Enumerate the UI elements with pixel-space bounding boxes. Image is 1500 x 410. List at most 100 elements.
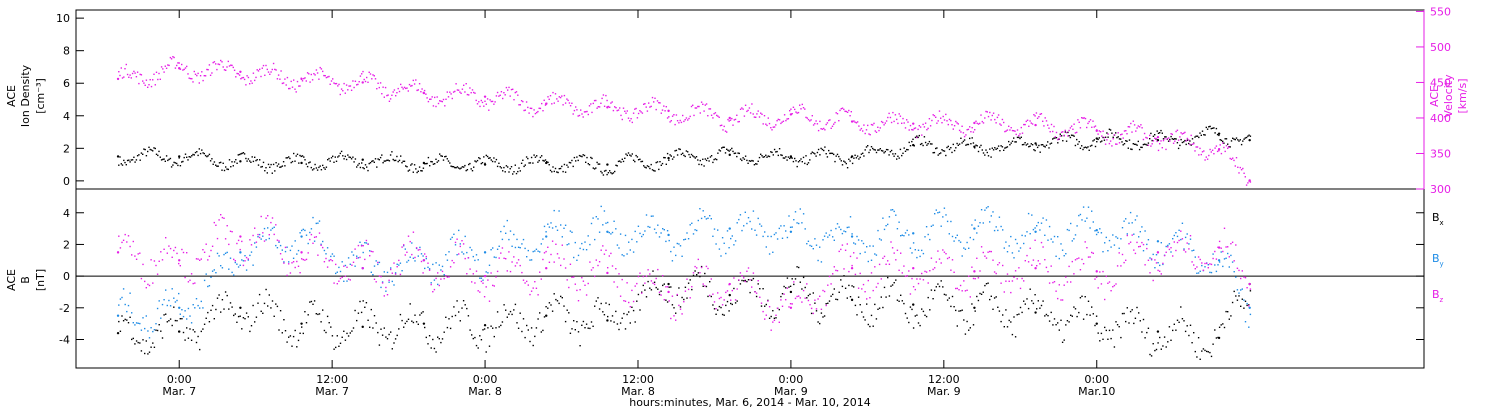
by-series-point (770, 235, 772, 238)
bx-series-point (830, 295, 832, 297)
ion-density-series-point (432, 163, 435, 165)
top-panel-frame (75, 9, 1425, 190)
by-series-point (118, 304, 120, 306)
bx-series-point (134, 343, 136, 345)
bx-series-point (216, 297, 219, 299)
velocity-series-point (738, 120, 740, 123)
bx-series-point (1084, 296, 1086, 298)
bz-series-point (343, 265, 345, 267)
bz-series-point (681, 313, 683, 315)
by-series-point (793, 219, 795, 221)
ion-density-series-point (719, 150, 722, 152)
bx-series-point (560, 295, 562, 298)
ion-density-series-point (1107, 136, 1109, 138)
ion-density-series-point (976, 145, 978, 147)
velocity-series-point (976, 122, 978, 124)
bz-series-point (449, 266, 452, 268)
bz-series-point (687, 288, 690, 291)
bx-series-point (1240, 305, 1242, 307)
velocity-series-point (461, 88, 464, 90)
ion-density-series-point (846, 167, 849, 169)
velocity-series-point (202, 79, 204, 82)
bz-series-point (1162, 262, 1164, 265)
ion-density-series-point (704, 158, 706, 160)
bz-series-point (746, 270, 748, 272)
by-series-point (608, 231, 610, 234)
bx-series-point (121, 315, 123, 317)
bz-series-point (459, 245, 461, 248)
bx-series-point (778, 308, 780, 311)
ion-density-series-point (374, 158, 377, 160)
bx-series-point (629, 322, 631, 324)
ion-density-series-point (267, 163, 270, 166)
bz-series-point (479, 291, 481, 293)
bx-series-point (909, 306, 912, 308)
ion-density-series-point (207, 155, 209, 157)
bx-series-point (600, 302, 602, 305)
bz-series-point (1081, 258, 1083, 261)
ion-density-series-data-point (483, 163, 487, 166)
velocity-series-point (1001, 118, 1004, 121)
ion-density-series-point (189, 156, 192, 158)
by-series-point (815, 244, 818, 246)
ion-density-series-point (782, 157, 785, 159)
velocity-series-point (257, 70, 260, 72)
ion-density-series-point (1009, 144, 1011, 146)
velocity-series-point (567, 99, 569, 102)
velocity-series-point (874, 130, 876, 132)
velocity-series-point (888, 112, 890, 115)
by-series-point (1176, 235, 1179, 238)
bz-series-point (1204, 262, 1206, 265)
ion-density-series-point (916, 135, 918, 137)
by-series-point (984, 209, 986, 211)
bx-series-point (692, 274, 695, 277)
by-series-point (375, 260, 377, 262)
bz-series-data-point (1217, 246, 1221, 249)
velocity-series-point (222, 66, 224, 68)
ion-density-series-point (356, 166, 358, 168)
bz-series-point (1146, 247, 1148, 250)
ion-density-series-point (1146, 144, 1148, 146)
by-series-point (1074, 234, 1077, 236)
ion-density-series-point (241, 152, 243, 155)
velocity-series-point (1057, 138, 1059, 141)
bz-series-point (1223, 227, 1226, 229)
bx-series-point (597, 297, 599, 299)
velocity-series-point (810, 119, 812, 121)
bz-series-point (1175, 249, 1177, 252)
ion-density-series-point (902, 152, 904, 154)
by-series-point (315, 222, 317, 225)
ion-density-series-point (1216, 133, 1219, 136)
ion-density-series-point (464, 164, 466, 167)
ion-density-series-point (709, 156, 712, 158)
bz-series-point (207, 259, 209, 261)
bx-series-point (875, 318, 878, 320)
bx-series-point (904, 312, 907, 315)
by-series-point (1126, 233, 1128, 235)
bz-series-point (1091, 251, 1093, 254)
bx-series-point (237, 315, 240, 318)
bz-series-point (505, 258, 507, 260)
bx-series-point (592, 325, 594, 327)
by-series-point (1095, 233, 1098, 236)
velocity-series-point (198, 82, 200, 84)
bz-series-point (581, 277, 583, 279)
by-series-point (362, 251, 364, 254)
velocity-series-point (343, 82, 345, 85)
velocity-series-point (383, 96, 385, 98)
bx-series-point (1013, 316, 1015, 318)
by-series-point (773, 233, 776, 236)
by-series-point (516, 238, 518, 241)
ion-density-series-point (1161, 132, 1163, 134)
velocity-series-point (538, 107, 540, 109)
bz-series-point (1095, 276, 1098, 278)
ion-density-series-data-point (300, 161, 303, 165)
velocity-series-point (1111, 145, 1113, 147)
velocity-series-point (834, 121, 836, 124)
ion-density-series-point (716, 158, 718, 161)
by-series-point (1027, 212, 1030, 215)
bz-series-point (1076, 258, 1078, 260)
bz-series-point (428, 269, 431, 271)
ion-density-series-point (1151, 139, 1153, 142)
by-series-point (1162, 263, 1164, 266)
